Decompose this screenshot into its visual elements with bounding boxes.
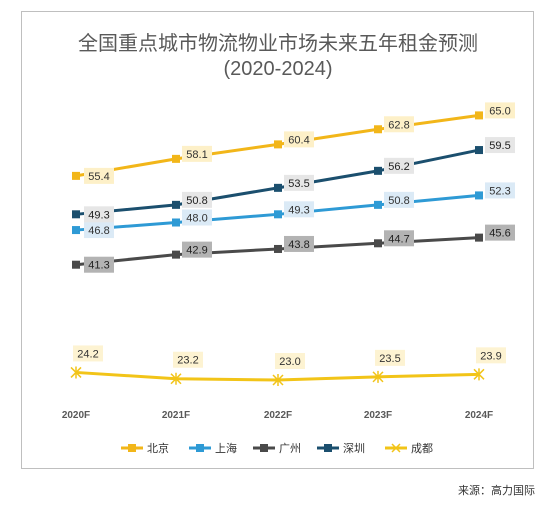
data-label-bg (284, 201, 314, 218)
data-label: 23.2 (177, 355, 198, 367)
data-label-bg (84, 206, 114, 223)
data-point (274, 183, 282, 192)
data-label: 45.6 (489, 228, 510, 240)
chart-title: 全国重点城市物流物业市场未来五年租金预测 (78, 32, 478, 55)
data-point (274, 244, 282, 253)
data-point (272, 374, 284, 386)
data-label-bg (73, 345, 103, 362)
data-label: 49.3 (288, 204, 309, 216)
data-label-bg (84, 256, 114, 273)
x-tick-label: 2024F (465, 410, 493, 421)
data-label-bg (384, 230, 414, 247)
data-label: 43.8 (288, 239, 309, 251)
data-point (475, 191, 483, 200)
data-point (72, 260, 80, 269)
legend-marker (260, 444, 268, 452)
legend-label: 深圳 (343, 442, 365, 455)
data-point (475, 233, 483, 242)
legend-marker (324, 444, 332, 452)
data-point (274, 140, 282, 149)
data-label: 44.7 (388, 233, 409, 245)
data-label-bg (84, 222, 114, 239)
data-point (70, 366, 82, 379)
data-label-bg (182, 145, 212, 162)
data-label-bg (182, 241, 212, 258)
data-label: 58.1 (186, 149, 207, 161)
data-point (473, 368, 485, 381)
x-tick-label: 2022F (264, 410, 292, 421)
data-label: 53.5 (288, 178, 309, 190)
legend-marker (196, 444, 204, 452)
data-point (72, 171, 80, 180)
data-label: 65.0 (489, 105, 510, 117)
data-label: 46.8 (88, 225, 109, 237)
data-point (372, 370, 384, 383)
data-label-bg (284, 235, 314, 252)
data-label: 60.4 (288, 134, 309, 146)
data-label: 24.2 (77, 348, 98, 360)
data-point (172, 250, 180, 259)
data-label: 23.5 (379, 353, 400, 365)
legend-marker (128, 444, 136, 452)
legend-label: 广州 (279, 442, 301, 455)
data-label: 62.8 (388, 119, 409, 131)
data-label-bg (384, 191, 414, 208)
data-point (374, 125, 382, 134)
data-label: 56.2 (388, 161, 409, 173)
source-note: 来源：高力国际 (458, 482, 535, 498)
data-point (172, 200, 180, 209)
data-label: 23.9 (480, 350, 501, 362)
x-tick-label: 2020F (62, 410, 90, 421)
data-point (374, 200, 382, 209)
legend-label: 成都 (411, 442, 433, 455)
chart-subtitle: (2020-2024) (224, 58, 333, 80)
data-label-bg (84, 167, 114, 184)
data-label: 48.0 (186, 213, 207, 225)
data-label-bg (485, 182, 515, 199)
data-label: 41.3 (88, 260, 109, 272)
data-label-bg (485, 137, 515, 154)
data-label: 23.0 (279, 356, 300, 368)
data-label-bg (476, 347, 506, 364)
data-label-bg (182, 191, 212, 208)
data-point (374, 239, 382, 248)
data-label-bg (284, 174, 314, 191)
data-label: 52.3 (489, 185, 510, 197)
data-point (475, 146, 483, 155)
legend-label: 上海 (215, 441, 237, 455)
data-label-bg (384, 157, 414, 174)
data-label-bg (375, 349, 405, 366)
data-point (72, 226, 80, 235)
data-point (374, 166, 382, 175)
data-label: 55.4 (88, 171, 109, 183)
legend-marker (391, 443, 401, 453)
data-label-bg (284, 131, 314, 148)
data-label-bg (182, 209, 212, 226)
data-label: 49.3 (88, 209, 109, 221)
data-label-bg (275, 353, 305, 369)
x-tick-label: 2023F (364, 410, 392, 421)
data-label-bg (173, 351, 203, 368)
data-point (172, 154, 180, 163)
data-label: 50.8 (186, 195, 207, 207)
data-point (274, 210, 282, 219)
legend-label: 北京 (147, 441, 169, 455)
data-label: 59.5 (489, 140, 510, 152)
data-label-bg (485, 224, 515, 241)
data-point (172, 218, 180, 227)
source-text: 来源：高力国际 (458, 485, 535, 497)
data-label-bg (384, 116, 414, 133)
data-label: 42.9 (186, 245, 207, 257)
data-point (170, 372, 182, 385)
series-line-深圳 (75, 148, 480, 216)
data-label-bg (485, 102, 515, 119)
data-label: 50.8 (388, 195, 409, 207)
x-tick-label: 2021F (162, 410, 190, 421)
data-point (72, 210, 80, 219)
data-point (475, 111, 483, 120)
